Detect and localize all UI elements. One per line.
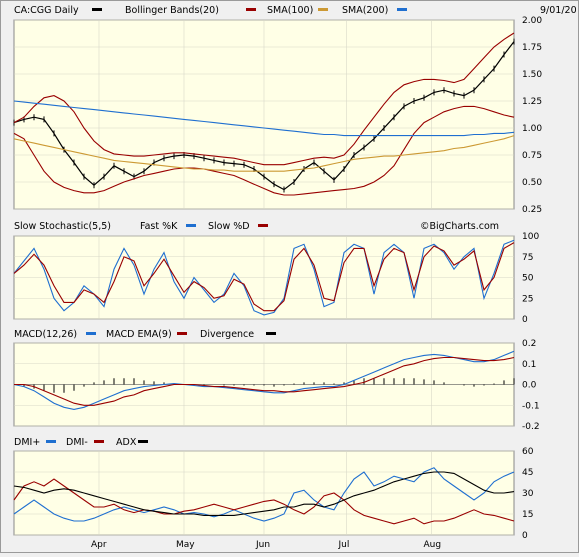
y-tick-label: 0.1 [522,360,536,370]
y-tick-label: 1.75 [522,43,542,53]
legend-macd: MACD(12,26) [14,329,77,340]
y-tick-label: 0.75 [522,151,542,161]
dmi-y-ticks: 60 45 30 15 0 [522,447,534,541]
watermark: ©BigCharts.com [420,221,499,232]
macd-y-ticks: 0.2 0.1 0.0 -0.1 -0.2 [522,339,540,432]
y-tick-label: 0 [522,531,528,541]
y-tick-label: 30 [522,489,534,499]
legend-adx: ADX [116,437,137,448]
x-axis-labels: Apr May Jun Jul Aug [91,540,441,550]
y-tick-label: 15 [522,510,533,520]
header-date: 9/01/20 [540,5,577,16]
y-tick-label: -0.2 [522,422,540,432]
macd-grid [14,342,514,427]
legend-sma200: SMA(200) [342,5,388,16]
legend-divergence: Divergence [200,329,254,340]
macd-lines [13,350,515,410]
legend-swatch-macd [86,332,96,335]
y-tick-label: 25 [522,294,533,304]
x-tick-label: Jul [338,540,350,550]
legend-macd-ema: MACD EMA(9) [106,329,172,340]
x-tick-label: May [176,540,195,550]
series-bollinger-lower [13,105,515,196]
legend-swatch-sma200 [397,8,407,11]
y-tick-label: 1.00 [522,124,542,134]
series-slow-d [13,242,515,312]
legend-swatch-slowd [258,224,268,227]
y-tick-label: 45 [522,468,533,478]
series-adx [13,471,515,516]
series-macd-12-26- [13,350,515,410]
legend-swatch-price [92,8,102,11]
price-lines [13,32,515,196]
y-tick-label: -0.1 [522,401,540,411]
legend-slowd: Slow %D [208,221,250,232]
x-tick-label: Aug [424,540,442,550]
series-dmi- [13,478,515,525]
y-tick-label: 2.00 [522,16,542,26]
legend-swatch-dmi-plus [46,440,56,443]
y-tick-label: 100 [522,232,539,242]
legend-dmi-minus: DMI- [66,437,88,448]
legend-swatch-divergence [266,332,276,335]
y-tick-label: 0 [522,315,528,325]
y-tick-label: 0.2 [522,339,536,349]
legend-swatch-ema [177,332,187,335]
y-tick-label: 60 [522,447,534,457]
stoch-lines [13,239,515,316]
legend-swatch-sma100 [318,8,328,11]
series-sma-200- [13,100,515,137]
stoch-legend: Slow Stochastic(5,5) Fast %K Slow %D ©Bi… [14,221,499,232]
legend-fastk: Fast %K [140,221,178,232]
series-macd-ema-9- [14,356,515,406]
legend-swatch-fastk [186,224,196,227]
legend-stochastic: Slow Stochastic(5,5) [14,221,111,232]
y-tick-label: 1.50 [522,70,542,80]
legend-sma100: SMA(100) [267,5,313,16]
y-tick-label: 75 [522,253,533,263]
price-grid [14,19,514,210]
y-tick-label: 1.25 [522,97,542,107]
x-tick-label: Jun [255,540,270,550]
y-tick-label: 0.25 [522,205,542,215]
y-tick-label: 0.0 [522,381,537,391]
series-dmi- [13,467,515,522]
legend-swatch-adx [138,440,148,443]
y-tick-label: 0.50 [522,178,542,188]
legend-symbol: CA:CGG Daily [14,5,79,16]
series-bollinger-upper [13,32,515,166]
legend-dmi-plus: DMI+ [14,437,40,448]
macd-legend: MACD(12,26) MACD EMA(9) Divergence [14,329,276,340]
legend-swatch-dmi-minus [94,440,104,443]
price-y-ticks: 2.00 1.75 1.50 1.25 1.00 0.75 0.50 0.25 [522,16,542,215]
y-tick-label: 50 [522,274,534,284]
series-fast-k [13,239,515,316]
stoch-y-ticks: 100 75 50 25 0 [522,232,539,325]
price-legend: CA:CGG Daily Bollinger Bands(20) SMA(100… [14,5,577,16]
dmi-legend: DMI+ DMI- ADX [14,437,148,448]
series-sma-100- [13,135,515,172]
legend-bollinger: Bollinger Bands(20) [125,5,219,16]
legend-swatch-bollinger [246,8,256,11]
x-tick-label: Apr [91,540,107,550]
dmi-lines [13,467,515,525]
